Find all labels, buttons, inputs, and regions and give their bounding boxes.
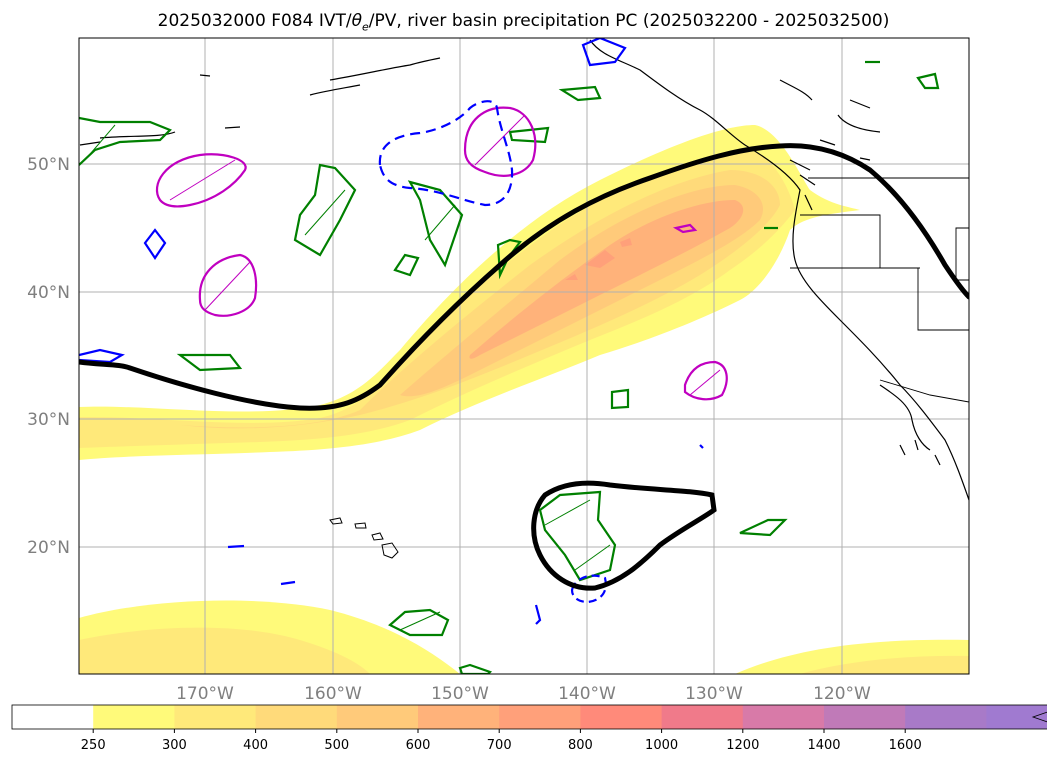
lon-label: 140°W bbox=[558, 684, 616, 704]
lon-label: 160°W bbox=[304, 684, 362, 704]
ivt-band-300-south bbox=[79, 627, 370, 674]
pv-hatch bbox=[169, 114, 721, 396]
pv-contours bbox=[155, 106, 728, 401]
ivt-band-600 bbox=[469, 200, 744, 359]
theta-e-contours bbox=[79, 143, 969, 591]
colorbar-segment bbox=[12, 705, 94, 729]
lon-label: 170°W bbox=[176, 684, 234, 704]
map-title: 2025032000 F084 IVT/θe/PV, river basin p… bbox=[157, 11, 890, 34]
colorbar-tick-label: 500 bbox=[324, 738, 349, 753]
longitude-labels: 170°W 160°W 150°W 140°W 130°W 120°W bbox=[176, 684, 871, 704]
colorbar-tick-label: 400 bbox=[243, 738, 268, 753]
colorbar-frame bbox=[11, 704, 1047, 730]
colorbar-tick-label: 1200 bbox=[726, 738, 759, 753]
colorbar-segment bbox=[174, 705, 257, 729]
colorbar-segment bbox=[824, 705, 906, 729]
colorbar-tick-label: 700 bbox=[487, 738, 512, 753]
colorbar-segment bbox=[580, 705, 663, 729]
colorbar-segment bbox=[336, 705, 419, 729]
pv-blue-contours bbox=[79, 38, 704, 625]
ivt-band-700 bbox=[565, 238, 632, 280]
lat-label: 40°N bbox=[27, 283, 70, 303]
colorbar-extend-arrow bbox=[1031, 711, 1047, 723]
colorbar-tick-label: 250 bbox=[81, 738, 106, 753]
colorbar-tick-label: 1000 bbox=[645, 738, 678, 753]
colorbar-segment bbox=[499, 705, 581, 729]
colorbar: 250 300 400 500 600 700 800 1000 1200 1400 1600 bbox=[11, 704, 1047, 753]
colorbar-segment bbox=[255, 705, 338, 729]
colorbar-segment bbox=[93, 705, 175, 729]
colorbar-segment bbox=[905, 705, 987, 729]
colorbar-segment bbox=[742, 705, 825, 729]
state-borders bbox=[790, 177, 969, 403]
colorbar-tick-label: 300 bbox=[162, 738, 187, 753]
colorbar-tick-label: 1600 bbox=[889, 738, 922, 753]
ivt-filled-contours bbox=[79, 125, 969, 674]
colorbar-tick-label: 600 bbox=[406, 738, 431, 753]
lon-label: 130°W bbox=[685, 684, 743, 704]
lon-label: 150°W bbox=[431, 684, 489, 704]
precip-pc-hatch bbox=[84, 124, 611, 631]
graticule bbox=[79, 38, 969, 674]
latitude-labels: 50°N 40°N 30°N 20°N bbox=[27, 155, 70, 558]
coastlines bbox=[79, 39, 969, 501]
lat-label: 30°N bbox=[27, 410, 70, 430]
map-layers bbox=[79, 38, 969, 674]
hawaii-islands bbox=[329, 517, 399, 559]
colorbar-tick-label: 1400 bbox=[807, 738, 840, 753]
colorbar-tick-label: 800 bbox=[568, 738, 593, 753]
lon-label: 120°W bbox=[813, 684, 871, 704]
plot-frame bbox=[78, 37, 970, 675]
colorbar-segment bbox=[418, 705, 500, 729]
lat-label: 20°N bbox=[27, 538, 70, 558]
colorbar-segment bbox=[661, 705, 744, 729]
lat-label: 50°N bbox=[27, 155, 70, 175]
precip-pc-contours bbox=[79, 60, 940, 674]
